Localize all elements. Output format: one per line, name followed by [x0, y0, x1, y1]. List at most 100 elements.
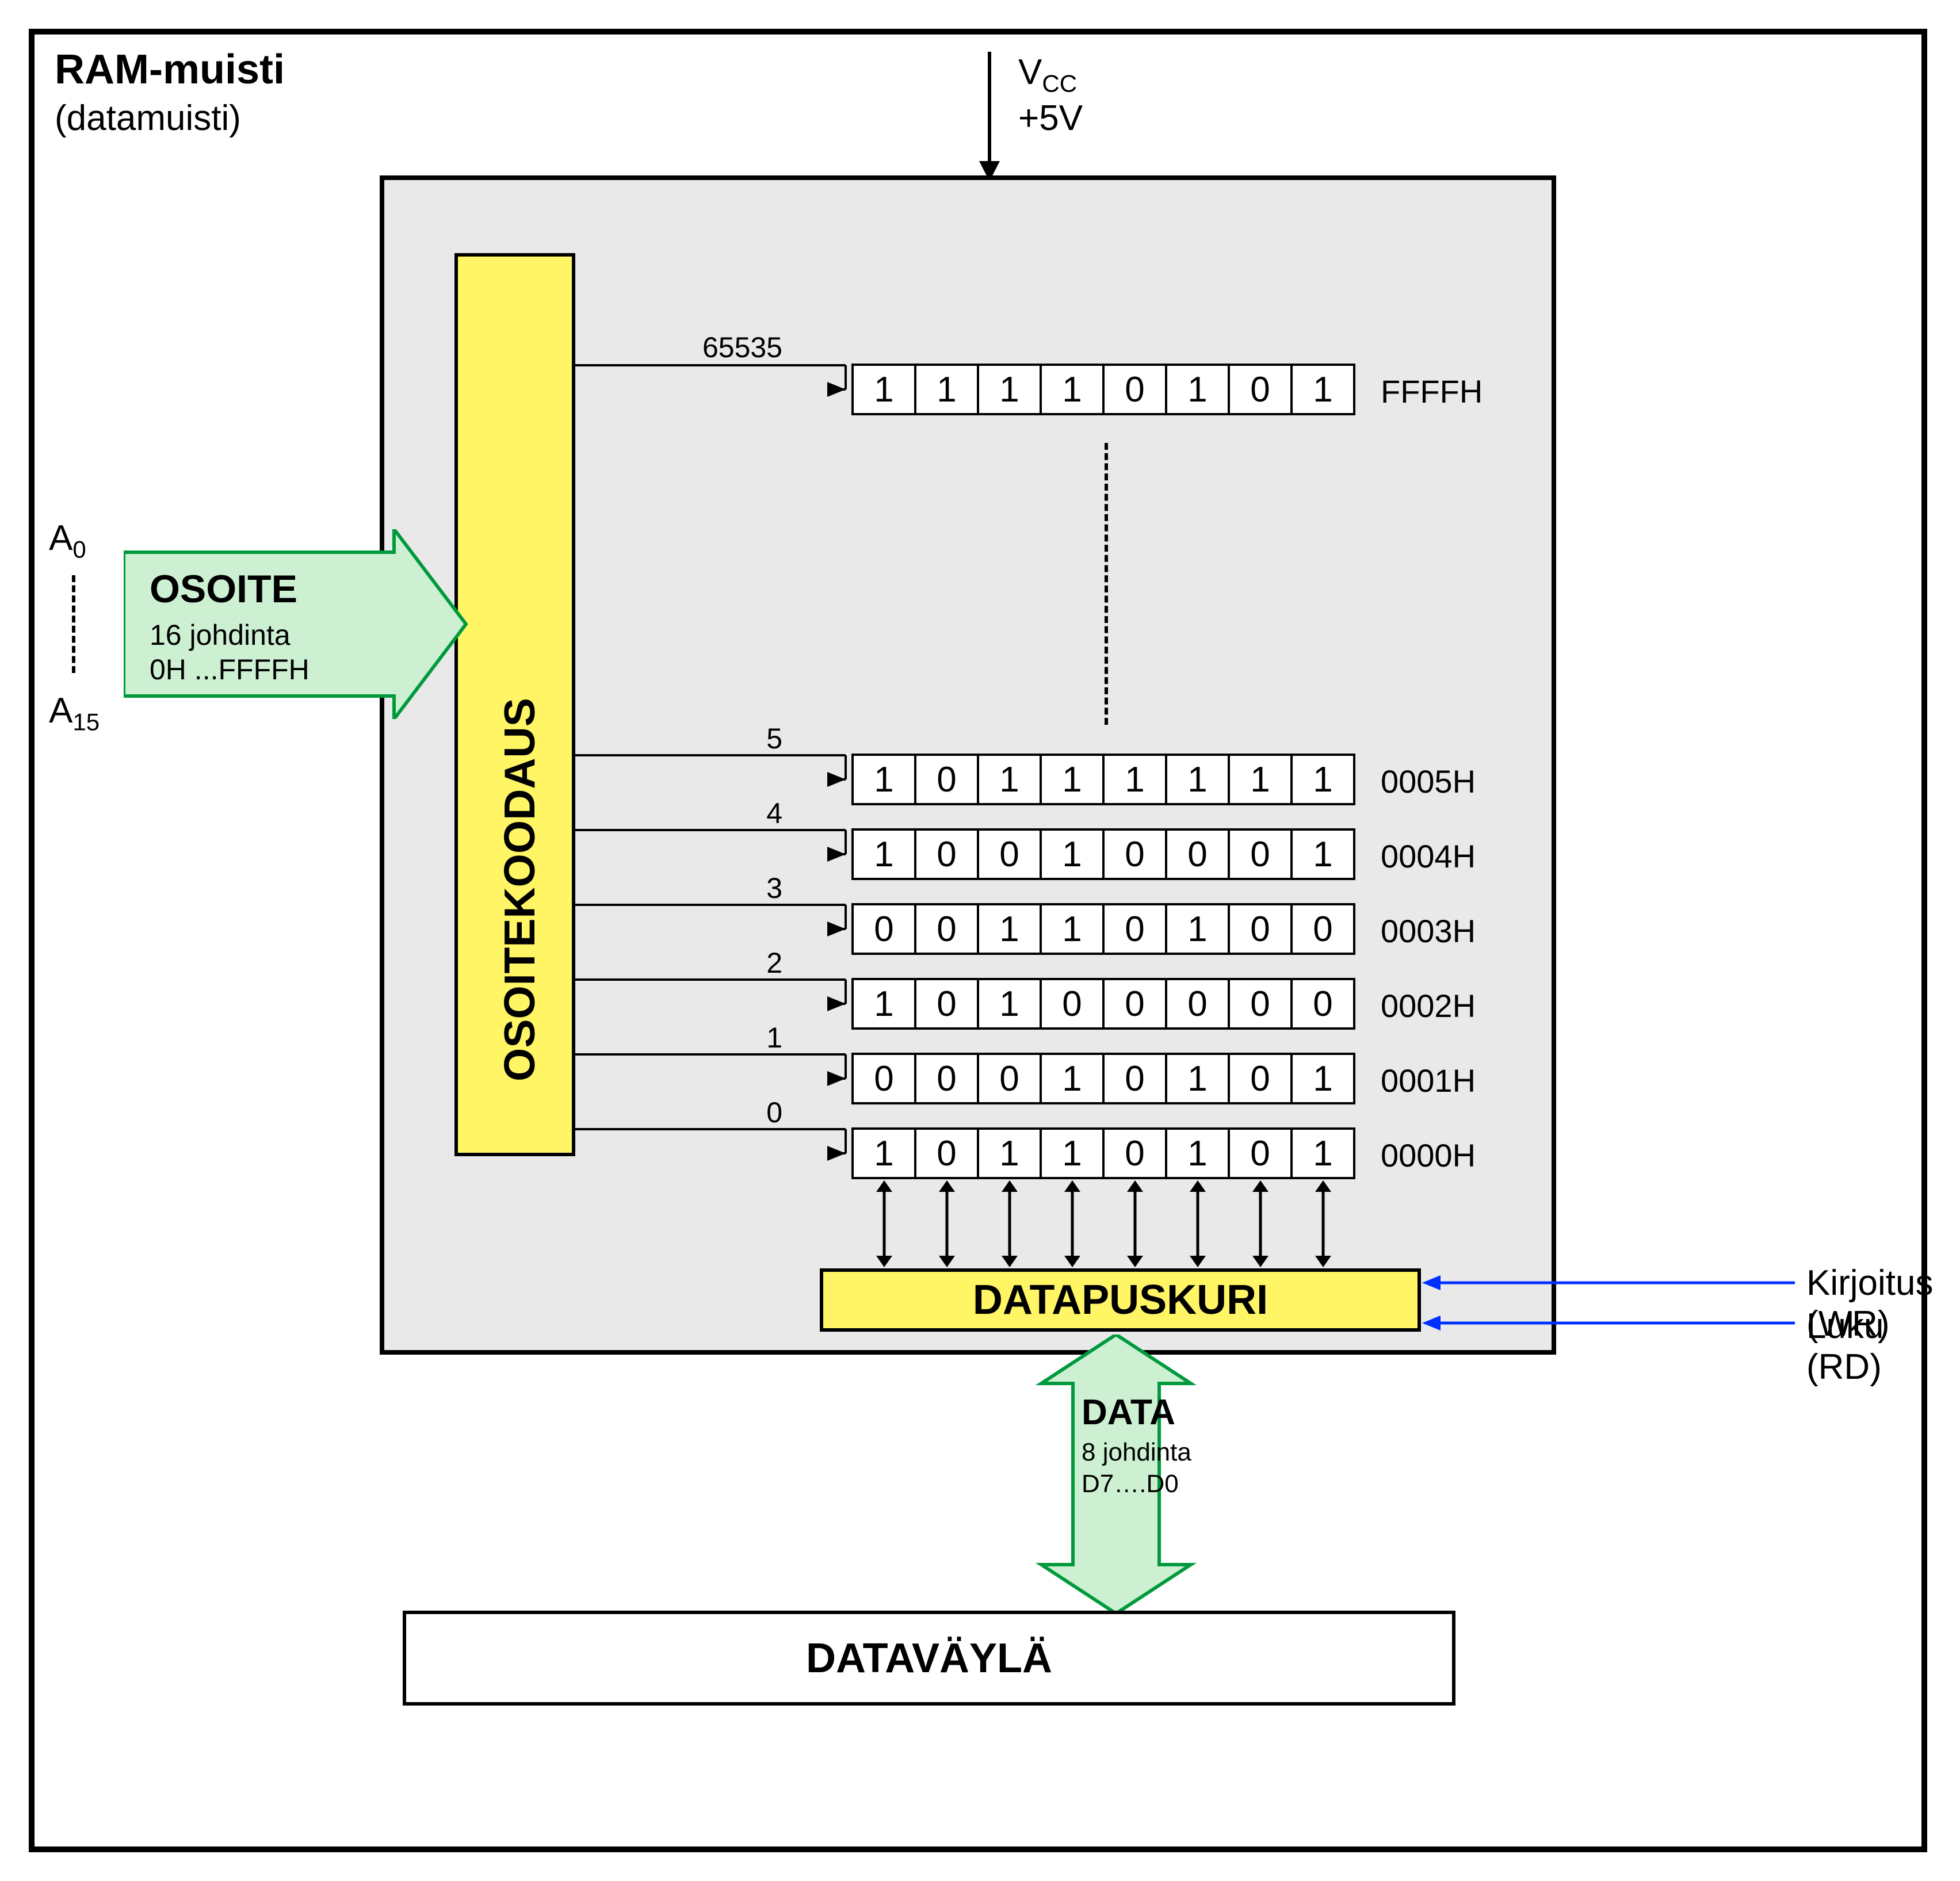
mem-cell: 0 [914, 1127, 979, 1179]
data-buffer-label: DATAPUSKURI [973, 1276, 1268, 1324]
mem-cell: 0 [1102, 1053, 1167, 1104]
mem-cell: 0 [914, 828, 979, 880]
mem-cell: 0 [914, 903, 979, 955]
mem-cell: 1 [977, 978, 1042, 1030]
title-sub: (datamuisti) [55, 98, 241, 139]
pin-dash [72, 575, 75, 673]
addr-label: 0002H [1381, 987, 1476, 1024]
row-line-top [575, 357, 857, 420]
pin-a15-sub: 15 [72, 708, 100, 735]
osoite-line2: 0H ...FFFFH [150, 653, 310, 686]
mem-cell: 0 [1165, 978, 1230, 1030]
vcc-cc: CC [1042, 70, 1077, 97]
addr-label: 0000H [1381, 1137, 1476, 1174]
bit-arrow [1248, 1179, 1273, 1268]
mem-cell: 1 [977, 1127, 1042, 1179]
mem-cell: 1 [1040, 903, 1105, 955]
bit-arrow [997, 1179, 1022, 1268]
mem-gap-dash [1105, 443, 1108, 725]
mem-row: 00010101 [851, 1053, 1353, 1104]
mem-cell: 1 [1102, 754, 1167, 805]
vcc-volt: +5V [1018, 98, 1083, 139]
bit-arrow [1122, 1179, 1148, 1268]
mem-row-top: 11110101 [851, 364, 1353, 415]
mem-cell: 1 [1040, 828, 1105, 880]
vcc-arrow [972, 52, 1007, 184]
data-bus-label: DATAVÄYLÄ [806, 1635, 1052, 1682]
mem-cell: 0 [1228, 978, 1293, 1030]
title-main: RAM-muisti [55, 46, 285, 93]
mem-cell: 1 [1165, 1053, 1230, 1104]
signal-rd: Luku (RD) [1806, 1306, 1960, 1387]
mem-cell: 0 [851, 1053, 916, 1104]
mem-cell: 1 [1228, 754, 1293, 805]
bit-arrow [872, 1179, 897, 1268]
mem-cell: 0 [1040, 978, 1105, 1030]
diagram-canvas: RAM-muisti (datamuisti) VCC +5V OSOITEKO… [0, 0, 1960, 1881]
bit-arrow [934, 1179, 960, 1268]
addr-top: FFFFH [1381, 373, 1483, 410]
mem-cell: 0 [1102, 978, 1167, 1030]
mem-cell: 1 [1290, 1053, 1355, 1104]
mem-cell: 0 [914, 1053, 979, 1104]
addr-label: 0003H [1381, 912, 1476, 950]
vcc-label: VCC [1018, 52, 1077, 97]
data-line1: 8 johdinta [1082, 1438, 1191, 1467]
mem-cell: 1 [851, 1127, 916, 1179]
addr-label: 0004H [1381, 838, 1476, 875]
mem-cell: 0 [1102, 1127, 1167, 1179]
pin-a15: A15 [49, 690, 100, 736]
mem-cell: 0 [1165, 828, 1230, 880]
data-bus: DATAVÄYLÄ [403, 1611, 1455, 1706]
mem-cell: 1 [1040, 1053, 1105, 1104]
row-line [575, 1121, 857, 1184]
mem-cell: 0 [977, 1053, 1042, 1104]
pin-a0: A0 [49, 518, 86, 563]
mem-row: 00110100 [851, 903, 1353, 955]
mem-cell: 0 [1228, 903, 1293, 955]
mem-cell: 1 [851, 978, 916, 1030]
mem-cell: 1 [1165, 903, 1230, 955]
mem-cell: 0 [1102, 828, 1167, 880]
mem-cell: 0 [1290, 903, 1355, 955]
bit-arrow [1185, 1179, 1210, 1268]
osoite-title: OSOITE [150, 567, 297, 611]
pin-a0-sub: 0 [72, 536, 86, 563]
mem-cell: 0 [914, 754, 979, 805]
bit-arrow [1311, 1179, 1336, 1268]
osoite-line1: 16 johdinta [150, 618, 291, 652]
mem-cell: 1 [1040, 1127, 1105, 1179]
mem-cell: 1 [1290, 1127, 1355, 1179]
mem-row: 10111111 [851, 754, 1353, 805]
mem-cell: 1 [1290, 364, 1355, 415]
mem-cell: 1 [1165, 1127, 1230, 1179]
data-title: DATA [1082, 1392, 1175, 1433]
mem-cell: 0 [914, 978, 979, 1030]
mem-cell: 1 [851, 754, 916, 805]
vcc-v: V [1018, 52, 1042, 92]
mem-cell: 0 [1228, 1053, 1293, 1104]
mem-cell: 1 [914, 364, 979, 415]
pin-a15-letter: A [49, 691, 72, 731]
mem-cell: 0 [1102, 364, 1167, 415]
mem-cell: 0 [1290, 978, 1355, 1030]
bit-arrow [1060, 1179, 1085, 1268]
addr-label: 0005H [1381, 763, 1476, 800]
mem-cell: 0 [977, 828, 1042, 880]
pin-a0-letter: A [49, 518, 72, 558]
mem-cell: 1 [1165, 754, 1230, 805]
mem-cell: 0 [1102, 903, 1167, 955]
mem-cell: 1 [1165, 364, 1230, 415]
mem-cell: 1 [977, 903, 1042, 955]
mem-cell: 1 [1290, 754, 1355, 805]
mem-row: 10110101 [851, 1127, 1353, 1179]
wr-rd-arrows [1421, 1266, 1801, 1346]
decoder-label: OSOITEKOODAUS [495, 698, 544, 1081]
addr-label: 0001H [1381, 1062, 1476, 1099]
mem-cell: 1 [977, 754, 1042, 805]
mem-cell: 1 [1040, 754, 1105, 805]
mem-cell: 0 [1228, 364, 1293, 415]
mem-cell: 0 [1228, 828, 1293, 880]
mem-cell: 0 [1228, 1127, 1293, 1179]
data-buffer: DATAPUSKURI [820, 1268, 1421, 1332]
